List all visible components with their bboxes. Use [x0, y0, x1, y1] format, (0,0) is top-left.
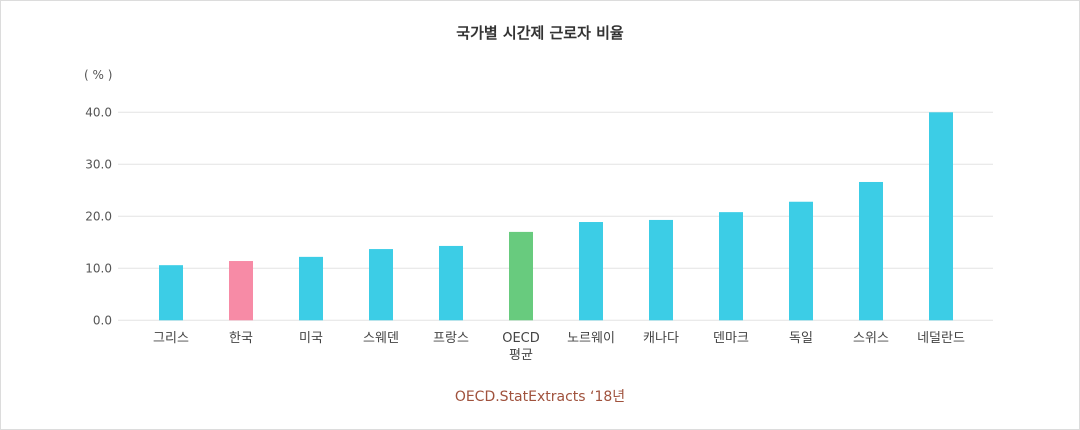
y-tick-label: 30.0: [85, 157, 112, 171]
x-tick-label: 독일: [789, 331, 813, 346]
y-tick-label: 40.0: [85, 105, 112, 119]
bar-1: [229, 261, 253, 321]
bar-7: [649, 219, 673, 321]
chart-title: 국가별 시간제 근로자 비율: [456, 24, 624, 42]
x-tick-label: 미국: [299, 331, 323, 346]
bar-3: [369, 249, 393, 321]
bar-10: [859, 181, 883, 321]
bar-9: [789, 201, 813, 321]
chart-source: OECD.StatExtracts ‘18년: [454, 389, 626, 405]
bar-0: [159, 265, 183, 321]
x-tick-label: 캐나다: [643, 331, 679, 346]
x-tick-label: 네덜란드: [917, 331, 965, 346]
x-tick-label: 한국: [229, 331, 253, 346]
y-axis-unit: ( % ): [84, 68, 113, 82]
x-tick-label: 덴마크: [713, 331, 749, 346]
x-tick-label: 그리스: [153, 331, 189, 346]
bar-8: [719, 212, 743, 321]
bar-11: [929, 112, 953, 321]
bar-5: [509, 231, 533, 321]
x-tick-label: 스위스: [853, 331, 889, 346]
bar-2: [299, 256, 323, 321]
x-tick-label: OECD 평균: [502, 331, 540, 363]
x-tick-label: 프랑스: [433, 331, 469, 346]
bar-6: [579, 222, 603, 321]
x-tick-label: 스웨덴: [363, 331, 399, 346]
bar-4: [439, 245, 463, 321]
x-tick-label: 노르웨이: [567, 331, 615, 346]
y-tick-label: 20.0: [85, 209, 112, 223]
y-tick-label: 0.0: [93, 313, 112, 327]
y-tick-label: 10.0: [85, 261, 112, 275]
